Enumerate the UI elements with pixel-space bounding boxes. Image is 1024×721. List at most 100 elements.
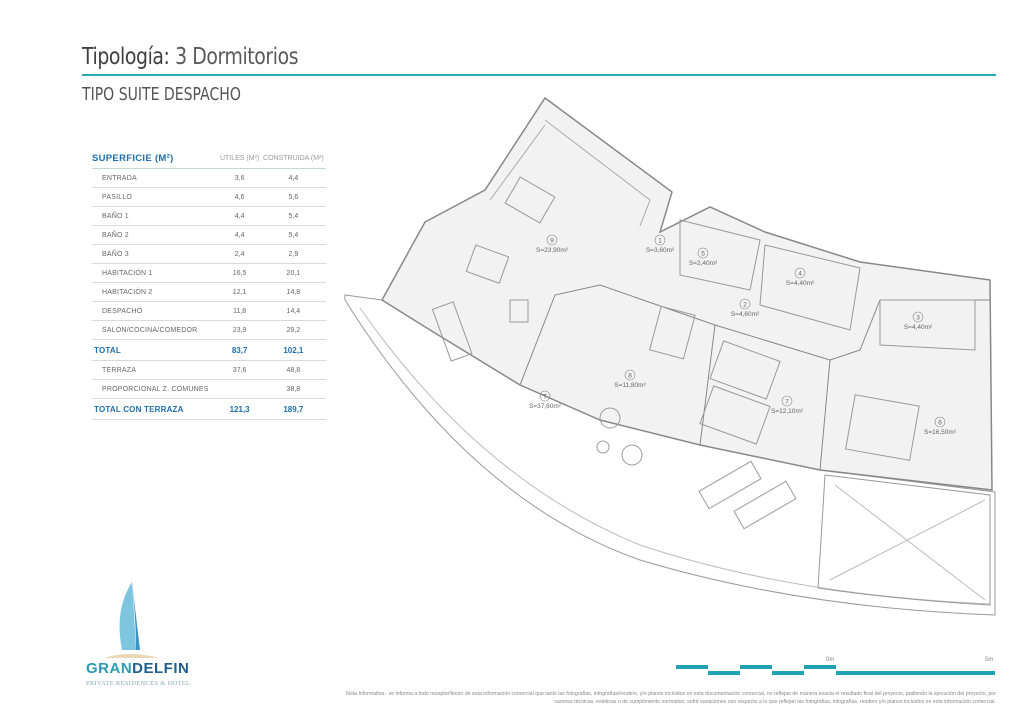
cell-utiles: 3,6 [218, 168, 261, 188]
table-row: HABITACIÓN 1 16,5 20,1 [92, 263, 326, 283]
col-utiles: ÚTILES (M²) [218, 151, 261, 169]
room-number-circle [794, 267, 806, 279]
table-total-row: TOTAL 83,7 102,1 [92, 339, 326, 361]
cell-construida: 5,4 [260, 225, 326, 245]
room-label: 4 S=4,40m² [786, 267, 815, 287]
cell-utiles: 121,3 [218, 398, 261, 420]
cell-utiles: 4,6 [218, 187, 261, 207]
room-number-circle [781, 395, 793, 407]
cell-utiles: 23,9 [218, 320, 261, 340]
room-label: 3 S=4,40m² [904, 311, 933, 331]
cell-name: BAÑO 1 [92, 206, 219, 226]
room-label: 6 S=16,50m² [924, 416, 957, 436]
scale-end-label: 5m [985, 657, 994, 663]
cell-name: SALÓN/COCINA/COMEDOR [92, 320, 219, 340]
cell-construida: 14,8 [260, 282, 326, 302]
cell-name: PASILLO [92, 187, 219, 207]
scale-start-label: 0m [826, 657, 835, 663]
title-rule [82, 74, 996, 76]
room-number: 7 [785, 399, 789, 406]
page-title: Tipología: 3 Dormitorios [82, 44, 299, 70]
room-area: S=16,50m² [924, 429, 957, 436]
room-label: 7 S=12,10m² [771, 395, 804, 415]
room-area: S=12,10m² [771, 408, 804, 415]
cell-name: DESPACHO [92, 301, 219, 321]
cell-name: BAÑO 3 [92, 244, 219, 264]
table-row: BAÑO 2 4,4 5,4 [92, 225, 326, 245]
cell-name: TOTAL [92, 339, 219, 361]
room-number-circle [697, 247, 709, 259]
gran-delfin-logo [104, 582, 159, 658]
cell-utiles: 2,4 [218, 244, 261, 264]
table-total-row: TOTAL CON TERRAZA 121,3 189,7 [92, 398, 326, 420]
room-label: 8 S=11,80m² [614, 369, 647, 389]
surface-table: SUPERFICIE (M²) ÚTILES (M²) CONSTRUIDA (… [92, 151, 326, 420]
table-row: HABITACIÓN 2 12,1 14,8 [92, 282, 326, 302]
logo-tagline: PRIVATE RESIDENCES & HOTEL [86, 680, 191, 687]
table-row: BAÑO 3 2,4 2,9 [92, 244, 326, 264]
cell-utiles: 12,1 [218, 282, 261, 302]
table-row: ENTRADA 3,6 4,4 [92, 168, 326, 188]
room-area: S=3,60m² [646, 247, 675, 254]
cell-name: TOTAL CON TERRAZA [92, 398, 219, 420]
cell-name: HABITACIÓN 2 [92, 282, 219, 302]
room-number-circle [934, 416, 946, 428]
cell-construida: 20,1 [260, 263, 326, 283]
cell-construida: 29,2 [260, 320, 326, 340]
col-construida: CONSTRUIDA (M²) [260, 151, 326, 169]
table-row: BAÑO 1 4,4 5,4 [92, 206, 326, 226]
cell-utiles [218, 379, 261, 399]
table-row: PASILLO 4,6 5,6 [92, 187, 326, 207]
cell-construida: 14,4 [260, 301, 326, 321]
room-number: 3 [916, 315, 920, 322]
room-number: 5 [701, 251, 705, 258]
room-area: S=4,60m² [731, 311, 760, 318]
cell-name: PROPORCIONAL Z. COMUNES [92, 379, 219, 399]
room-number-circle [546, 234, 558, 246]
room-number: 4 [798, 271, 802, 278]
cell-name: ENTRADA [92, 168, 219, 188]
cell-utiles: 83,7 [218, 339, 261, 361]
table-heading: SUPERFICIE (M²) [92, 151, 219, 169]
cell-utiles: 37,6 [218, 360, 261, 380]
room-number-circle [654, 234, 666, 246]
room-area: S=4,40m² [904, 324, 933, 331]
room-label: 5 S=2,40m² [689, 247, 718, 267]
room-number: 2 [743, 302, 747, 309]
cell-construida: 102,1 [260, 339, 326, 361]
room-area: S=37,60m² [529, 403, 562, 410]
cell-construida: 189,7 [260, 398, 326, 420]
cell-name: HABITACIÓN 1 [92, 263, 219, 283]
cell-construida: 5,6 [260, 187, 326, 207]
cell-utiles: 16,5 [218, 263, 261, 283]
room-number-circle [624, 369, 636, 381]
room-label: 2 S=4,60m² [731, 298, 760, 318]
disclaimer-note: Nota Informativa.- se informa a todo rec… [346, 691, 996, 705]
cell-name: BAÑO 2 [92, 225, 219, 245]
page-subtitle: TIPO SUITE DESPACHO [82, 84, 241, 105]
room-label: 1 S=3,60m² [646, 234, 675, 254]
table-row: TERRAZA 37,6 48,8 [92, 360, 326, 380]
cell-construida: 38,8 [260, 379, 326, 399]
cell-construida: 48,8 [260, 360, 326, 380]
cell-utiles: 4,4 [218, 225, 261, 245]
cell-construida: 4,4 [260, 168, 326, 188]
room-area: S=2,40m² [689, 260, 718, 267]
room-number: T [543, 394, 547, 401]
terrace-outline [344, 294, 996, 616]
cell-utiles: 11,8 [218, 301, 261, 321]
room-area: S=4,40m² [786, 280, 815, 287]
room-number-circle [539, 390, 551, 402]
table-row: DESPACHO 11,8 14,4 [92, 301, 326, 321]
logo-name: GRANDELFIN [86, 660, 190, 677]
room-area: S=11,80m² [614, 382, 646, 389]
room-number-circle [912, 311, 924, 323]
room-label: 9 S=23,90m² [536, 234, 569, 254]
room-number: 6 [938, 420, 942, 427]
room-number: 1 [658, 238, 662, 245]
cell-utiles: 4,4 [218, 206, 261, 226]
room-number: 8 [628, 373, 632, 380]
cell-construida: 2,9 [260, 244, 326, 264]
cell-name: TERRAZA [92, 360, 219, 380]
scale-bar [676, 665, 995, 675]
